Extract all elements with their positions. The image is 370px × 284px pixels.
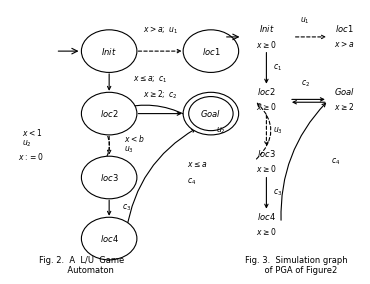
FancyArrowPatch shape [138, 49, 181, 53]
Text: $x \geq 2;\ c_2$: $x \geq 2;\ c_2$ [143, 88, 177, 101]
Text: $x \geq 0$: $x \geq 0$ [256, 164, 277, 174]
Text: $x \geq 2$: $x \geq 2$ [334, 101, 354, 112]
Text: $u_3$: $u_3$ [124, 145, 134, 155]
FancyArrowPatch shape [256, 103, 271, 159]
Text: $c_4$: $c_4$ [187, 177, 196, 187]
FancyArrowPatch shape [107, 74, 111, 90]
Text: $c_3$: $c_3$ [122, 203, 131, 213]
FancyArrowPatch shape [265, 178, 268, 208]
Text: $\mathit{Goal}$: $\mathit{Goal}$ [201, 108, 221, 119]
Text: $c_3$: $c_3$ [273, 188, 282, 198]
Circle shape [81, 30, 137, 72]
Text: $\mathit{loc1}$: $\mathit{loc1}$ [335, 24, 353, 34]
Text: $x \leq a$: $x \leq a$ [187, 160, 207, 169]
Text: $\mathit{loc1}$: $\mathit{loc1}$ [202, 46, 220, 57]
Text: $c_4$: $c_4$ [331, 157, 340, 167]
Text: $x \leq a;\ c_1$: $x \leq a;\ c_1$ [133, 74, 168, 85]
Text: $\mathit{loc2}$: $\mathit{loc2}$ [257, 86, 276, 97]
Text: $\mathit{loc4}$: $\mathit{loc4}$ [257, 211, 276, 222]
Text: $u_2$: $u_2$ [216, 126, 226, 136]
Text: $u_2$: $u_2$ [22, 139, 32, 149]
Text: $c_2$: $c_2$ [301, 79, 310, 89]
FancyArrowPatch shape [293, 101, 325, 104]
Text: Fig. 3.  Simulation graph
    of PGA of Figure2: Fig. 3. Simulation graph of PGA of Figur… [245, 256, 347, 275]
FancyArrowPatch shape [265, 53, 268, 83]
Circle shape [183, 30, 239, 72]
Circle shape [81, 217, 137, 260]
FancyArrowPatch shape [281, 103, 326, 220]
Text: $\mathit{loc3}$: $\mathit{loc3}$ [100, 172, 118, 183]
Text: $x \geq 0$: $x \geq 0$ [256, 39, 277, 49]
Circle shape [81, 92, 137, 135]
FancyArrowPatch shape [107, 200, 111, 215]
FancyArrowPatch shape [265, 115, 268, 145]
Text: $\mathit{loc4}$: $\mathit{loc4}$ [100, 233, 118, 244]
Text: $x \geq 0$: $x \geq 0$ [256, 101, 277, 112]
Text: $c_1$: $c_1$ [273, 63, 282, 73]
Text: $\mathit{Init}$: $\mathit{Init}$ [101, 46, 117, 57]
Circle shape [81, 156, 137, 199]
FancyArrowPatch shape [97, 123, 110, 169]
Text: $x < 1$: $x < 1$ [22, 127, 42, 138]
Text: $x > a;\ u_1$: $x > a;\ u_1$ [142, 24, 178, 36]
Text: $\mathit{Init}$: $\mathit{Init}$ [259, 24, 274, 34]
FancyArrowPatch shape [107, 136, 111, 154]
Text: $u_1$: $u_1$ [300, 15, 310, 26]
Text: $u_3$: $u_3$ [273, 126, 283, 136]
FancyArrowPatch shape [128, 105, 193, 119]
Text: Fig. 2.  A  L/U  Game
       Automaton: Fig. 2. A L/U Game Automaton [39, 256, 124, 275]
Circle shape [183, 92, 239, 135]
Text: $\mathit{loc2}$: $\mathit{loc2}$ [100, 108, 118, 119]
FancyArrowPatch shape [127, 129, 195, 230]
Text: $x := 0$: $x := 0$ [18, 151, 44, 162]
Text: $\mathit{Goal}$: $\mathit{Goal}$ [334, 86, 354, 97]
FancyArrowPatch shape [292, 98, 324, 101]
Text: $x < b$: $x < b$ [124, 133, 145, 144]
Text: $\mathit{loc3}$: $\mathit{loc3}$ [257, 149, 276, 159]
Text: $x > a$: $x > a$ [334, 39, 354, 49]
Text: $x \geq 0$: $x \geq 0$ [256, 226, 277, 237]
FancyArrowPatch shape [138, 112, 181, 115]
FancyArrowPatch shape [296, 35, 325, 39]
